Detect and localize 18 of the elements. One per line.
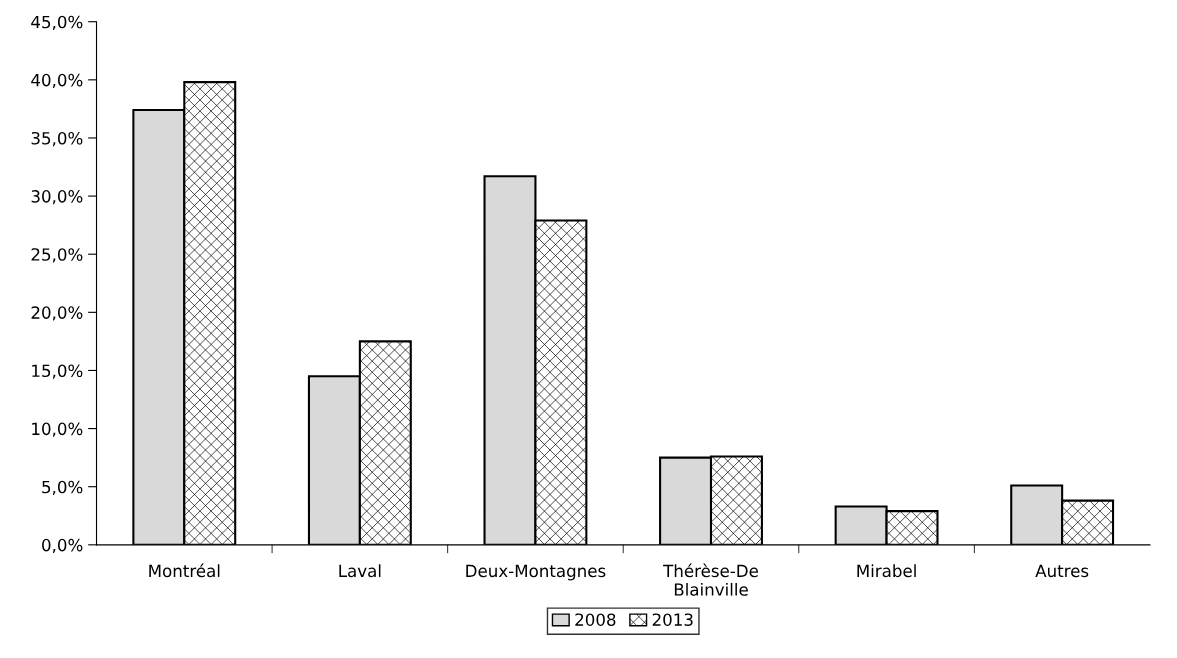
y-tick-label: 30,0% bbox=[31, 190, 83, 205]
y-tick-label: 20,0% bbox=[31, 306, 83, 321]
y-tick-label: 0,0% bbox=[42, 538, 83, 554]
x-tick-label: Mirabel bbox=[857, 564, 916, 578]
x-tick-label: Montréal bbox=[149, 563, 220, 578]
y-tick-label: 10,0% bbox=[32, 422, 83, 437]
legend-label: 2008 bbox=[575, 613, 616, 626]
x-tick-label: Autres bbox=[1035, 564, 1089, 578]
y-tick-label: 40,0% bbox=[31, 73, 83, 89]
y-tick-label: 45,0% bbox=[31, 15, 83, 30]
x-tick-label: Thérèse-De Blainville bbox=[663, 563, 758, 596]
x-tick-label: Laval bbox=[339, 564, 381, 578]
x-tick-label: Deux-Montagnes bbox=[466, 564, 606, 581]
y-tick-label: 35,0% bbox=[31, 131, 83, 147]
y-tick-label: 15,0% bbox=[32, 364, 83, 379]
y-tick-label: 25,0% bbox=[31, 248, 83, 263]
legend-label: 2013 bbox=[652, 613, 693, 626]
y-tick-label: 5,0% bbox=[42, 480, 83, 495]
